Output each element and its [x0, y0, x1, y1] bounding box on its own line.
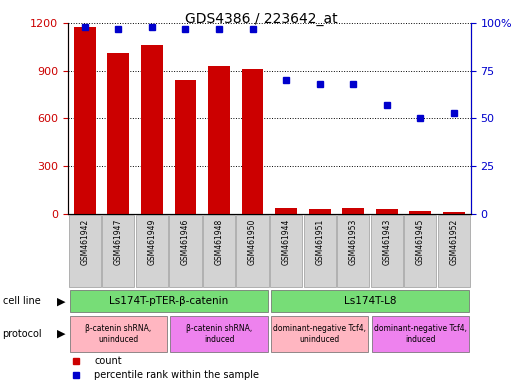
Text: GSM461949: GSM461949 [147, 218, 156, 265]
Text: Ls174T-pTER-β-catenin: Ls174T-pTER-β-catenin [109, 296, 229, 306]
Bar [376, 209, 397, 214]
Bar [410, 211, 431, 214]
Text: GSM461942: GSM461942 [80, 218, 89, 265]
Bar [271, 290, 469, 313]
Text: GSM461946: GSM461946 [181, 218, 190, 265]
Text: GSM461950: GSM461950 [248, 218, 257, 265]
Text: β-catenin shRNA,
uninduced: β-catenin shRNA, uninduced [85, 324, 152, 344]
Text: dominant-negative Tcf4,
induced: dominant-negative Tcf4, induced [374, 324, 467, 344]
Bar [242, 69, 264, 214]
Text: GDS4386 / 223642_at: GDS4386 / 223642_at [185, 12, 338, 25]
Text: GSM461948: GSM461948 [214, 218, 223, 265]
Bar [371, 215, 403, 287]
Text: cell line: cell line [3, 296, 40, 306]
Text: GSM461947: GSM461947 [114, 218, 123, 265]
Bar [70, 290, 268, 313]
Bar [443, 212, 465, 214]
Bar [203, 215, 235, 287]
Bar [343, 207, 364, 214]
Text: GSM461953: GSM461953 [349, 218, 358, 265]
Bar [309, 209, 331, 214]
Bar [372, 316, 469, 352]
Bar [169, 215, 201, 287]
Bar [404, 215, 437, 287]
Text: GSM461952: GSM461952 [449, 218, 459, 265]
Text: β-catenin shRNA,
induced: β-catenin shRNA, induced [186, 324, 252, 344]
Bar [74, 27, 96, 214]
Bar [236, 215, 269, 287]
Bar [141, 45, 163, 214]
Bar [70, 316, 167, 352]
Text: ▶: ▶ [57, 329, 65, 339]
Bar [438, 215, 470, 287]
Text: Ls174T-L8: Ls174T-L8 [344, 296, 396, 306]
Text: ▶: ▶ [57, 296, 65, 306]
Bar [303, 215, 336, 287]
Bar [208, 66, 230, 214]
Text: GSM461951: GSM461951 [315, 218, 324, 265]
Bar [275, 207, 297, 214]
Text: GSM461944: GSM461944 [281, 218, 291, 265]
Bar [136, 215, 168, 287]
Text: GSM461945: GSM461945 [416, 218, 425, 265]
Bar [337, 215, 369, 287]
Bar [69, 215, 101, 287]
Bar [175, 80, 196, 214]
Text: GSM461943: GSM461943 [382, 218, 391, 265]
Text: dominant-negative Tcf4,
uninduced: dominant-negative Tcf4, uninduced [273, 324, 366, 344]
Bar [102, 215, 134, 287]
Text: percentile rank within the sample: percentile rank within the sample [94, 370, 259, 380]
Bar [107, 53, 129, 214]
Bar [271, 316, 368, 352]
Bar [270, 215, 302, 287]
Text: count: count [94, 356, 122, 366]
Bar [170, 316, 268, 352]
Text: protocol: protocol [3, 329, 42, 339]
